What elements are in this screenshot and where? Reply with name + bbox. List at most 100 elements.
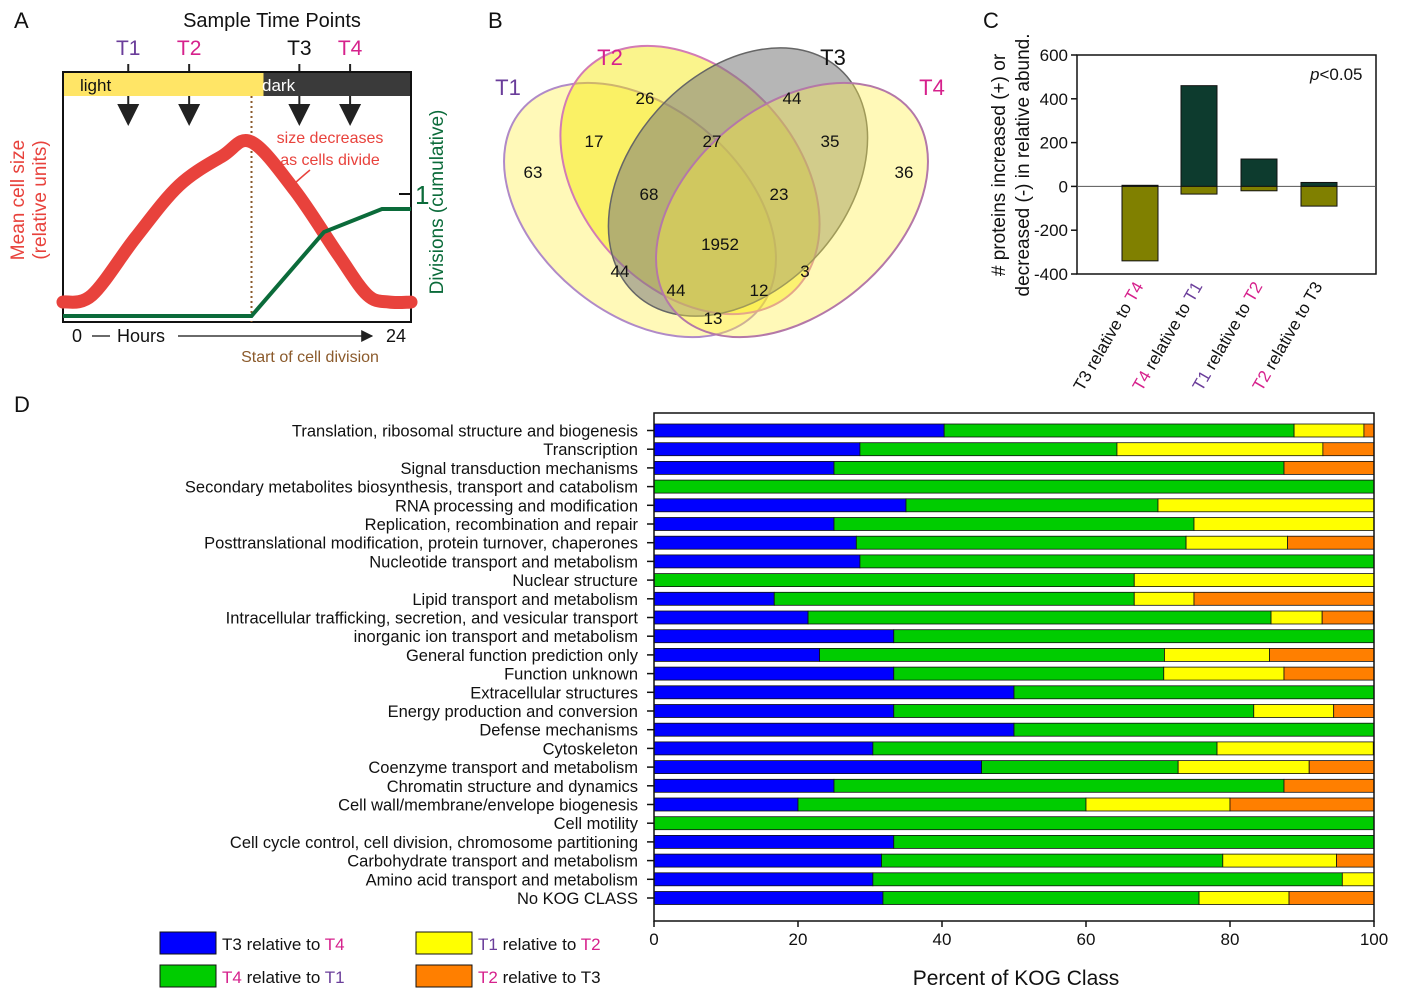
kog-bar-segment xyxy=(1333,704,1375,718)
venn-count: 23 xyxy=(770,185,789,204)
venn-count: 68 xyxy=(640,185,659,204)
kog-bar-segment xyxy=(1222,853,1337,868)
kog-bar-segment xyxy=(653,666,895,681)
pvalue-rest: <0.05 xyxy=(1319,65,1362,84)
kog-bar-segment xyxy=(653,872,874,887)
venn-t3-ellipse xyxy=(607,47,869,317)
cell-size-curve xyxy=(56,134,418,310)
kog-category-label: RNA processing and modification xyxy=(395,497,638,515)
legend-label: T4 relative to T1 xyxy=(222,968,345,987)
kog-bar-segment xyxy=(653,648,821,662)
kog-bar-segment xyxy=(859,442,1118,457)
kog-bar-segment xyxy=(1013,722,1375,737)
size-annotation-line2: as cells divide xyxy=(280,152,380,169)
kog-category-label: Transcription xyxy=(543,441,638,459)
kog-bar-segment xyxy=(981,760,1179,774)
venn-count: 44 xyxy=(667,281,686,300)
timepoint-arrowhead-2 xyxy=(178,104,201,126)
kog-bar-segment xyxy=(893,629,1375,644)
kog-bar-segment xyxy=(1336,853,1375,868)
kog-bar-segment xyxy=(653,816,1375,831)
legend-label-b: T4 xyxy=(325,935,345,954)
kog-bars xyxy=(653,423,1375,905)
kog-bar-segment xyxy=(1157,498,1375,513)
kog-xtick-label: 0 xyxy=(649,930,658,949)
divisions-curve xyxy=(63,207,411,318)
bar-decreased xyxy=(1121,185,1159,262)
panel-c-bars xyxy=(1121,85,1338,262)
venn-count: 44 xyxy=(783,89,802,108)
kog-xtick-label: 20 xyxy=(789,930,808,949)
kog-bar-segment xyxy=(1322,442,1375,457)
bar-decreased xyxy=(1180,185,1218,195)
kog-category-label: Chromatin structure and dynamics xyxy=(387,778,638,796)
kog-bar-segment xyxy=(653,853,882,868)
annotation-arrowhead xyxy=(288,179,296,186)
kog-bar-segment xyxy=(653,591,775,606)
kog-bar-segment xyxy=(653,891,884,905)
kog-category-label: Secondary metabolites biosynthesis, tran… xyxy=(185,479,638,497)
kog-xlabel: Percent of KOG Class xyxy=(913,967,1120,989)
venn-count: 26 xyxy=(636,89,655,108)
category-label-mid: relative to xyxy=(1139,296,1197,377)
hours-label: Hours xyxy=(117,326,165,346)
venn-count: 36 xyxy=(895,163,914,182)
panel-c-frame xyxy=(1076,54,1377,275)
kog-bar-segment xyxy=(1321,610,1374,625)
kog-category-label: Nucleotide transport and metabolism xyxy=(369,553,638,571)
kog-category-label: inorganic ion transport and metabolism xyxy=(354,628,638,646)
panel-c-ytick-label: 600 xyxy=(1040,46,1068,65)
cell-size-ylabel-line1: Mean cell size xyxy=(8,140,29,260)
kog-category-label: Posttranslational modification, protein … xyxy=(204,535,638,553)
legend-label: T3 relative to T4 xyxy=(222,935,345,954)
legend-label-b: T2 xyxy=(581,935,601,954)
panel-d-letter: D xyxy=(14,392,30,417)
kog-category-label: Energy production and conversion xyxy=(388,703,638,721)
panel-c-ylabel-line1: # proteins increased (+) or xyxy=(989,53,1010,276)
timepoint-label-t2: T2 xyxy=(177,37,202,60)
kog-category-label: Coenzyme transport and metabolism xyxy=(368,759,638,777)
kog-category-labels: Translation, ribosomal structure and bio… xyxy=(185,423,654,908)
kog-bar-segment xyxy=(653,835,895,849)
panel-c-ytick-label: 0 xyxy=(1059,177,1068,196)
panel-a-letter: A xyxy=(14,8,29,33)
venn-count: 3 xyxy=(800,262,809,281)
legend-label: T2 relative to T3 xyxy=(478,968,601,987)
kog-xaxis: 0 20 40 60 80 100 xyxy=(649,921,1388,949)
legend-label-mid: relative to xyxy=(242,935,325,954)
annotation-arrow xyxy=(291,169,311,187)
light-label: light xyxy=(80,76,111,95)
venn-label-t2: T2 xyxy=(597,45,623,70)
legend-swatch xyxy=(415,964,473,988)
legend-swatch xyxy=(159,931,217,955)
kog-bar-segment xyxy=(1283,666,1375,681)
kog-bar-segment xyxy=(653,704,895,718)
panel-c-letter: C xyxy=(983,8,999,33)
kog-category-label: Signal transduction mechanisms xyxy=(400,460,638,478)
kog-bar-segment xyxy=(1293,423,1365,438)
legend-label-mid: relative to xyxy=(498,968,581,987)
kog-bar-segment xyxy=(943,423,1295,438)
venn-label-t3: T3 xyxy=(820,45,846,70)
kog-bar-segment xyxy=(1341,872,1375,887)
kog-category-label: Amino acid transport and metabolism xyxy=(366,871,638,889)
kog-bar-segment xyxy=(653,517,835,531)
legend-swatch xyxy=(159,964,217,988)
panel-a-timecourse: Sample Time Points T1 T2 T3 T4 light dark s… xyxy=(8,10,448,366)
bar-decreased xyxy=(1240,185,1278,192)
kog-bar-segment xyxy=(1013,685,1375,700)
kog-bar-segment xyxy=(653,573,1135,587)
legend-label-a: T1 xyxy=(478,935,498,954)
kog-category-label: Translation, ribosomal structure and bio… xyxy=(292,423,638,441)
venn-t4-ellipse xyxy=(655,81,929,339)
kog-category-label: Defense mechanisms xyxy=(479,722,638,740)
venn-count: 17 xyxy=(585,132,604,151)
kog-bar-segment xyxy=(833,460,1285,475)
cell-size-ylabel-line2: (relative units) xyxy=(30,140,51,259)
venn-count: 12 xyxy=(750,281,769,300)
panel-d-frame xyxy=(653,412,1375,922)
legend-label-a: T2 xyxy=(478,968,498,987)
timepoint-arrowhead-3 xyxy=(288,104,311,126)
